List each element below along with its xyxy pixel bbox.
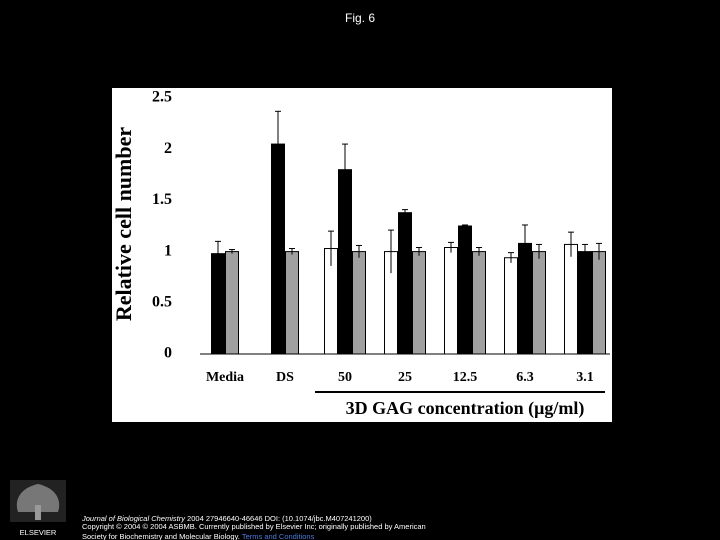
y-tick-label: 0.5 — [152, 293, 172, 310]
copyright-line: Society for Biochemistry and Molecular B… — [82, 532, 315, 540]
bar — [504, 257, 518, 355]
bar — [338, 169, 352, 355]
y-tick-label: 0 — [164, 345, 172, 362]
y-tick-label: 1.5 — [152, 191, 172, 208]
y-tick-label: 2.5 — [152, 89, 172, 106]
bar — [225, 251, 239, 355]
x-tick-label: 12.5 — [453, 370, 478, 385]
bar — [398, 212, 412, 355]
bar — [285, 251, 299, 355]
y-axis-label: Relative cell number — [111, 127, 136, 322]
bar — [532, 251, 546, 355]
x-axis-label: 3D GAG concentration (μg/ml) — [346, 398, 585, 419]
bar — [472, 251, 486, 355]
x-tick-label: DS — [276, 370, 294, 385]
bar — [592, 251, 606, 355]
x-tick-label: 50 — [338, 370, 352, 385]
slide-title: Fig. 6 — [345, 11, 375, 25]
x-tick-label: 25 — [398, 370, 412, 385]
x-tick-label: Media — [206, 370, 244, 385]
elsevier-logo — [10, 480, 66, 522]
bar — [458, 225, 472, 355]
y-tick-label: 2 — [164, 140, 172, 157]
bar — [211, 253, 225, 355]
bar — [578, 251, 592, 355]
bar — [412, 251, 426, 355]
citation: 2004 27946640-46646 DOI: (10.1074/jbc.M4… — [185, 514, 372, 523]
y-tick-label: 1 — [164, 242, 172, 259]
bar — [564, 243, 578, 355]
journal-name: Journal of Biological Chemistry — [81, 514, 186, 523]
x-tick-label: 6.3 — [516, 370, 534, 385]
copyright-text: Society for Biochemistry and Molecular B… — [82, 532, 240, 540]
citation-line: Journal of Biological Chemistry 2004 279… — [81, 514, 372, 523]
x-tick-label: 3.1 — [576, 370, 594, 385]
logo-text: ELSEVIER — [20, 528, 57, 537]
terms-link[interactable]: Terms and Conditions — [242, 532, 315, 540]
bar — [444, 247, 458, 355]
bar — [352, 251, 366, 355]
copyright-line: Copyright © 2004 © 2004 ASBMB. Currently… — [82, 522, 426, 531]
